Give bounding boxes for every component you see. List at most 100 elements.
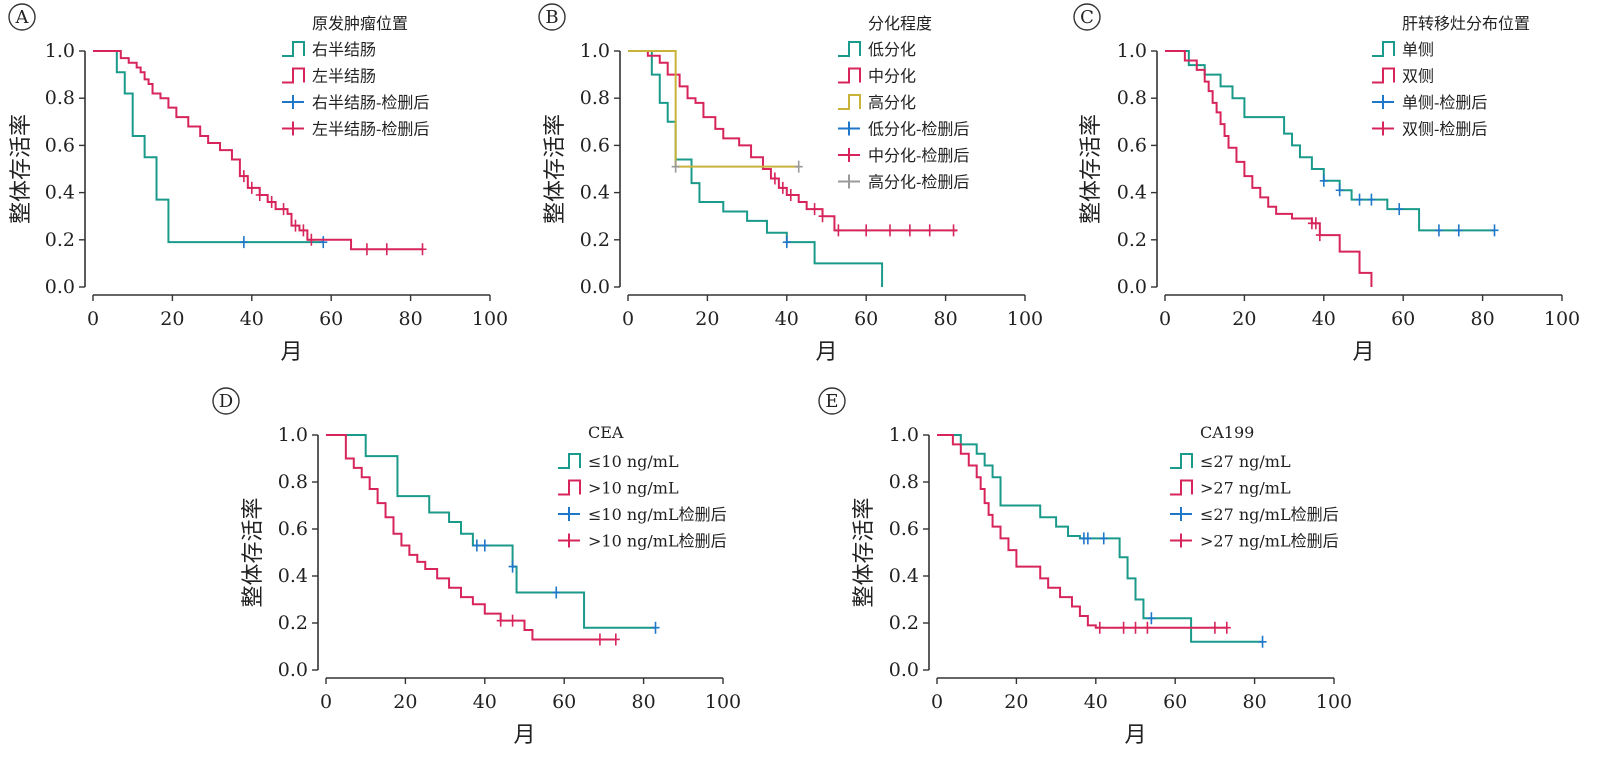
censor-mark [1395,203,1404,216]
censor-mark [925,224,934,237]
legend-label: >27 ng/mL检删后 [1200,532,1339,551]
x-tick-label: 60 [1391,308,1415,330]
censor-mark [794,160,803,173]
legend-censor-swatch [282,95,304,109]
x-tick-label: 40 [1084,691,1108,713]
panel-b: 0 20 40 60 80 100 0.0 0.2 0.4 0.6 0.8 1.0 月 整体存活率 B 分化程… [538,3,1043,365]
legend-label: 右半结肠 [312,40,376,59]
censor-mark [886,224,895,237]
y-tick-label: 0.0 [580,276,610,298]
legend-censor-swatch [1170,533,1192,548]
y-tick-label: 0.0 [1117,276,1147,298]
x-tick-label: 100 [705,691,741,713]
legend-label: >10 ng/mL [588,479,679,498]
y-tick-label: 0.8 [889,471,919,493]
x-tick-label: 100 [1007,308,1043,330]
y-tick-label: 0.6 [278,518,308,540]
y-tick-label: 1.0 [889,424,919,446]
censor-mark [1355,193,1364,206]
censor-mark [319,236,328,249]
survival-curve-b-3 [628,50,799,168]
x-axis-title: 月 [1124,723,1146,748]
censor-mark [1143,621,1152,634]
panel-a: 0 20 40 60 80 100 0.0 0.2 0.4 0.6 0.8 1.0 月 整体存活率 A 原发肿… [8,3,508,365]
x-tick-label: 80 [934,308,958,330]
censor-mark [651,621,660,634]
censor-mark [299,224,308,237]
legend-label: ≤10 ng/mL [588,452,679,471]
y-axis-title: 整体存活率 [543,114,568,224]
x-tick-label: 20 [1004,691,1028,713]
censor-mark [1367,193,1376,206]
y-axis-title: 整体存活率 [241,497,266,607]
x-tick-label: 80 [1243,691,1267,713]
x-axis-title: 月 [280,340,302,365]
censor-mark [818,210,827,223]
legend-label: >27 ng/mL [1200,479,1291,498]
x-tick-label: 0 [320,691,332,713]
panel-letter-badge [538,3,566,31]
legend-line-swatch [1372,41,1395,57]
survival-curve-c-1 [1165,50,1495,232]
y-tick-label: 0.4 [45,182,75,204]
y-tick-label: 0.6 [580,134,610,156]
censor-mark [239,170,248,183]
y-tick-label: 0.6 [889,518,919,540]
x-tick-label: 0 [931,691,943,713]
y-tick-label: 0.0 [889,659,919,681]
y-tick-label: 0.2 [889,612,919,634]
censor-mark [1434,224,1443,237]
survival-curve-c-2 [1165,50,1373,287]
survival-curve-d-2 [326,434,616,641]
legend-title: 原发肿瘤位置 [312,14,408,33]
legend-line-swatch [1170,453,1193,469]
censor-mark [1311,217,1320,230]
x-tick-label: 0 [622,308,634,330]
y-axis-title: 整体存活率 [852,497,877,607]
panel-letter-badge [818,387,846,415]
censor-mark [255,188,264,201]
censor-mark [1454,224,1463,237]
x-tick-label: 60 [1163,691,1187,713]
y-tick-label: 1.0 [278,424,308,446]
x-tick-label: 60 [854,308,878,330]
legend-censor-swatch [1372,95,1394,109]
x-tick-label: 80 [1471,308,1495,330]
legend-label: 高分化 [868,93,916,112]
panel-c: 0 20 40 60 80 100 0.0 0.2 0.4 0.6 0.8 1.0 月 整体存活率 C 肝转移… [1073,3,1580,365]
legend-title: CA199 [1200,423,1254,442]
censor-mark [1222,621,1231,634]
censor-mark [508,614,517,627]
x-tick-label: 100 [472,308,508,330]
panel-letter: C [1080,7,1094,28]
legend-label: 高分化-检删后 [868,173,969,192]
x-tick-label: 20 [1232,308,1256,330]
legend-label: 右半结肠-检删后 [312,93,429,112]
censor-mark [810,203,819,216]
legend-line-swatch [838,94,861,110]
x-tick-label: 80 [632,691,656,713]
x-tick-label: 100 [1316,691,1352,713]
censor-mark [770,172,779,185]
legend-censor-swatch [838,148,860,162]
censor-mark [291,219,300,232]
legend-label: 单侧 [1402,40,1434,59]
legend-censor-swatch [1170,507,1192,521]
survival-curve-e-2 [937,434,1227,629]
censor-mark [782,236,791,249]
censor-mark [480,539,489,552]
censor-mark [786,188,795,201]
censor-mark [307,233,316,246]
x-axis-title: 月 [1352,340,1374,365]
censor-mark [279,203,288,216]
panel-letter: B [545,7,558,28]
survival-curve-b-1 [628,50,884,287]
x-tick-label: 100 [1544,308,1580,330]
censor-mark [778,181,787,194]
censor-mark [267,196,276,209]
y-axis-title: 整体存活率 [1079,114,1104,224]
censor-mark [1210,621,1219,634]
y-tick-label: 0.4 [1117,182,1147,204]
censor-mark [508,560,517,573]
y-tick-label: 0.8 [580,87,610,109]
